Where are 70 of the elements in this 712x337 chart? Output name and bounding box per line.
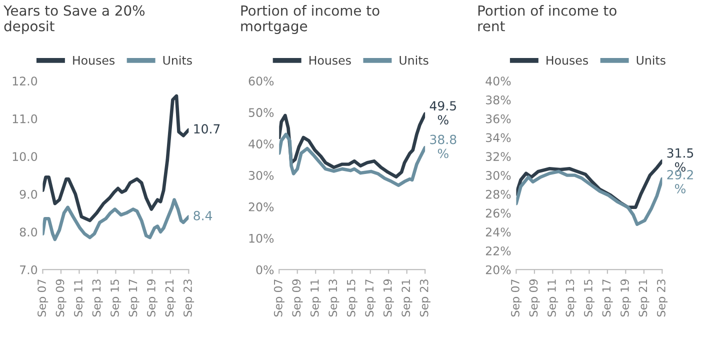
y-tick-label: 40%: [248, 140, 274, 148]
legend-label: Houses: [546, 56, 588, 65]
x-tick-label: Sep 11: [548, 280, 558, 317]
y-tick-label: 8.0: [20, 228, 38, 237]
x-tick-label: Sep 19: [383, 279, 394, 317]
x-tick-label: Sep 23: [656, 280, 668, 317]
y-tick-label: 38%: [486, 95, 511, 104]
x-tick-label: Sep 17: [365, 280, 376, 317]
y-tick-label: 36%: [486, 114, 511, 124]
y-tick-label: 10%: [249, 234, 274, 243]
x-tick-label: Sep 21: [638, 280, 650, 317]
y-tick-label: 30%: [486, 170, 511, 180]
x-tick-label: Sep 23: [184, 280, 194, 317]
x-tick-label: Sep 09: [56, 279, 66, 317]
y-tick-label: 24%: [486, 228, 511, 237]
chart-title: Portion of income to rent: [478, 5, 616, 32]
y-tick-label: 30%: [248, 170, 274, 180]
x-tick-label: Sep 07: [38, 280, 48, 317]
legend-label: Houses: [73, 56, 115, 65]
x-tick-label: Sep 11: [310, 280, 321, 317]
y-tick-label: 20%: [486, 265, 511, 274]
x-tick-label: Sep 15: [346, 280, 358, 317]
chart-title: Years to Save a 20% deposit: [4, 5, 145, 34]
y-tick-label: 10.0: [12, 152, 38, 162]
legend-label: Units: [636, 56, 666, 65]
y-tick-label: 60%: [248, 76, 274, 86]
legend-label: Units: [400, 56, 428, 65]
x-tick-label: Sep 11: [74, 280, 85, 317]
y-tick-label: 22%: [486, 246, 511, 256]
line-series: [516, 170, 662, 226]
x-tick-label: Sep 07: [274, 280, 284, 317]
legend-label: Units: [163, 56, 192, 65]
line-series: [279, 132, 426, 187]
y-tick-label: 28%: [486, 190, 511, 199]
line-series: [279, 112, 426, 178]
x-tick-label: Sep 17: [128, 280, 140, 317]
y-tick-label: 26%: [486, 208, 511, 218]
x-tick-label: Sep 07: [511, 280, 522, 317]
y-tick-label: 20%: [248, 202, 274, 212]
line-series: [42, 94, 189, 222]
annotation: 10.7: [194, 124, 220, 134]
annotation: 8.4: [194, 210, 212, 220]
y-tick-label: 11.0: [12, 114, 38, 124]
x-tick-label: Sep 13: [566, 280, 576, 317]
x-tick-label: Sep 15: [110, 280, 122, 317]
x-tick-label: Sep 09: [292, 279, 303, 317]
y-tick-label: 12.0: [12, 76, 38, 86]
y-tick-label: 9.0: [20, 190, 38, 199]
x-tick-label: Sep 15: [584, 280, 595, 317]
line-series: [42, 198, 189, 242]
legend-label: Houses: [309, 56, 351, 65]
x-tick-label: Sep 17: [602, 280, 613, 317]
y-tick-label: 40%: [486, 76, 511, 86]
y-tick-label: 32%: [486, 152, 511, 162]
chart-title: Portion of income to mortgage: [241, 5, 380, 34]
x-tick-label: Sep 21: [402, 280, 412, 317]
y-tick-label: 0%: [256, 265, 274, 274]
annotation: 38.8 %: [430, 134, 456, 158]
y-tick-label: 7.0: [20, 265, 38, 274]
annotation: 49.5 %: [430, 101, 456, 125]
annotation: 29.2 %: [667, 170, 693, 194]
x-tick-label: Sep 13: [92, 280, 103, 317]
x-tick-label: Sep 19: [147, 279, 158, 317]
x-tick-label: Sep 23: [420, 280, 430, 317]
x-tick-label: Sep 13: [328, 280, 340, 317]
y-tick-label: 50%: [248, 108, 274, 117]
y-tick-label: 34%: [486, 133, 511, 142]
x-tick-label: Sep 19: [620, 279, 632, 317]
x-tick-label: Sep 21: [165, 280, 176, 317]
x-tick-label: Sep 09: [529, 279, 540, 317]
